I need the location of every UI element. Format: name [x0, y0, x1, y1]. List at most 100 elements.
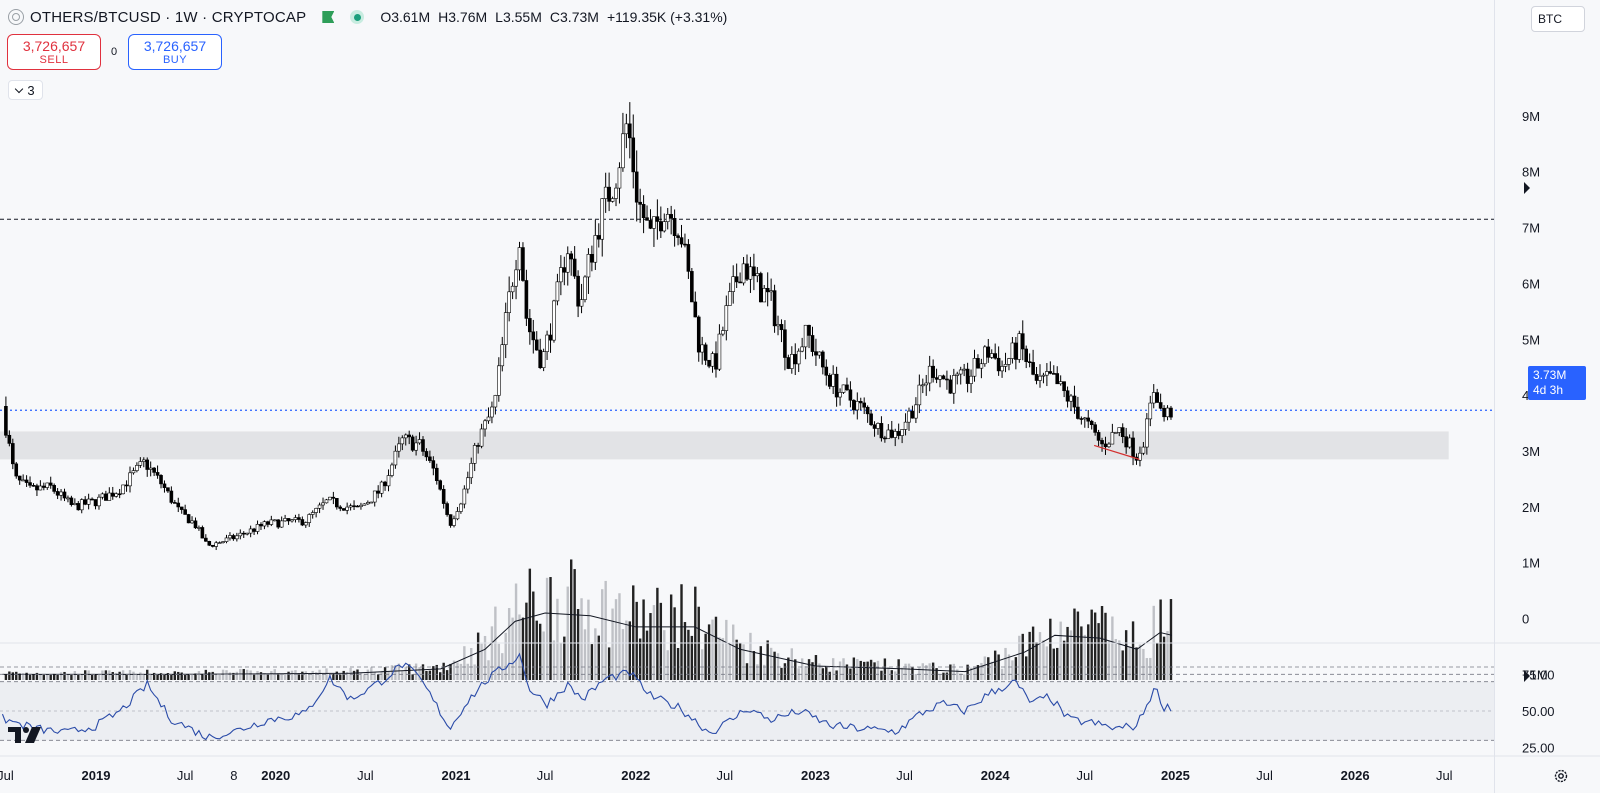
- volume-bar: [704, 633, 707, 680]
- volume-bar: [1131, 621, 1135, 680]
- candle-body: [876, 423, 880, 429]
- volume-bar: [545, 577, 549, 680]
- volume-bar: [1042, 640, 1045, 680]
- candle-body: [465, 477, 470, 490]
- volume-bar: [452, 660, 456, 680]
- candle-body: [455, 511, 460, 520]
- volume-bar: [925, 665, 928, 680]
- candle-body: [369, 501, 374, 504]
- candle-body: [483, 420, 487, 430]
- volume-bar: [666, 650, 669, 680]
- time-tick-label: 2019: [82, 768, 111, 783]
- volume-bar: [1159, 599, 1162, 680]
- volume-bar: [442, 662, 445, 680]
- volume-bar: [576, 608, 580, 680]
- resistance-marker-icon: [1524, 182, 1530, 194]
- candle-body: [927, 365, 932, 384]
- ohlc-high: H3.76M: [438, 9, 488, 25]
- candle-body: [379, 481, 384, 494]
- candle-body: [703, 344, 708, 361]
- candle-body: [834, 373, 839, 398]
- volume-bar: [749, 632, 752, 680]
- volume-bar: [1011, 660, 1014, 680]
- volume-bar: [480, 643, 483, 680]
- candle-body: [1141, 446, 1146, 454]
- candle-body: [538, 349, 542, 368]
- sell-button[interactable]: 3,726,657 SELL: [7, 34, 101, 70]
- volume-bar: [311, 670, 314, 680]
- volume-bar: [1169, 599, 1173, 680]
- candle-body: [786, 357, 791, 369]
- volume-bar: [387, 671, 390, 680]
- rsi-line: [1, 652, 1172, 741]
- volume-bar: [790, 648, 794, 680]
- volume-bar: [501, 653, 504, 680]
- volume-bar: [907, 663, 911, 680]
- volume-bar: [463, 646, 466, 680]
- volume-bars: [2, 559, 1173, 680]
- volume-bar: [618, 593, 621, 680]
- candle-body: [696, 316, 701, 353]
- indicators-toggle-button[interactable]: 3: [8, 80, 43, 100]
- candle-body: [31, 485, 36, 487]
- settings-gear-icon[interactable]: [1553, 768, 1569, 784]
- volume-bar: [935, 668, 938, 680]
- candle-body: [1034, 374, 1039, 381]
- candle-body: [1096, 432, 1101, 441]
- candle-body: [79, 499, 84, 511]
- volume-bar: [252, 674, 256, 680]
- volume-bar: [245, 669, 249, 680]
- tradingview-logo-icon[interactable]: [8, 725, 44, 745]
- symbol-title[interactable]: OTHERS/BTCUSD · 1W · CRYPTOCAP: [30, 8, 307, 26]
- volume-bar: [142, 673, 145, 680]
- volume-bar: [807, 659, 811, 680]
- volume-bar: [56, 674, 59, 680]
- candle-body: [55, 491, 60, 496]
- candle-body: [1076, 406, 1080, 419]
- volume-bar: [111, 672, 114, 680]
- candle-body: [593, 235, 598, 263]
- volume-bar: [28, 674, 32, 680]
- volume-bar: [15, 671, 18, 680]
- candle-body: [548, 334, 553, 341]
- candle-body: [441, 488, 446, 504]
- volume-bar: [1111, 616, 1114, 680]
- candle-body: [217, 542, 222, 544]
- volume-bar: [66, 674, 70, 680]
- volume-bar: [197, 671, 201, 680]
- volume-bar: [321, 674, 325, 680]
- candle-body: [269, 519, 274, 525]
- candle-body: [858, 401, 863, 404]
- volume-bar: [1090, 609, 1093, 680]
- volume-bar: [259, 672, 263, 680]
- candle-body: [28, 482, 32, 486]
- candle-body: [534, 339, 539, 351]
- candle-body: [693, 301, 698, 318]
- candle-body: [790, 354, 794, 369]
- price-tick-label: −1M: [1522, 667, 1548, 682]
- buy-button[interactable]: 3,726,657 BUY: [128, 34, 222, 70]
- candle-body: [372, 490, 377, 503]
- currency-unit-button[interactable]: BTC: [1531, 6, 1585, 32]
- volume-bar: [814, 655, 818, 680]
- candle-body: [607, 186, 611, 202]
- volume-bar: [973, 666, 976, 680]
- volume-bar: [214, 674, 218, 680]
- volume-bar: [700, 649, 704, 680]
- volume-bar: [732, 624, 735, 680]
- volume-bar: [714, 616, 718, 680]
- volume-bar: [280, 674, 283, 680]
- volume-bar: [507, 608, 511, 680]
- volume-bar: [811, 662, 814, 680]
- time-tick-label: Jul: [0, 768, 14, 783]
- candle-body: [386, 475, 391, 487]
- candle-body: [255, 524, 260, 532]
- volume-bar: [152, 672, 156, 680]
- candle-body: [345, 506, 349, 511]
- candle-body: [1120, 427, 1125, 438]
- volume-bar: [621, 629, 625, 680]
- volume-bar: [221, 669, 225, 680]
- candle-body: [700, 344, 704, 353]
